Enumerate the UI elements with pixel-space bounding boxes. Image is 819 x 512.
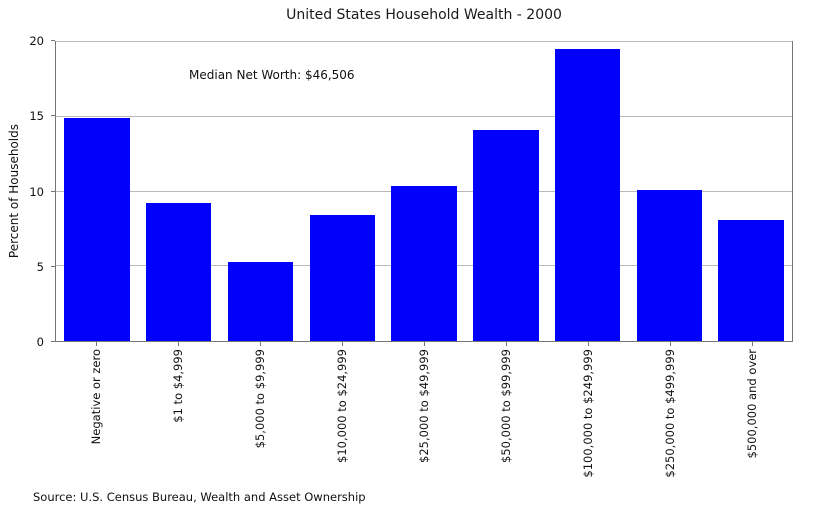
bar: [391, 185, 457, 341]
x-tick-label: $25,000 to $49,999: [417, 349, 431, 463]
x-tick-mark: [342, 342, 343, 346]
x-label-cell: $100,000 to $249,999: [547, 349, 629, 487]
y-tick-mark: [51, 190, 55, 192]
y-axis-ticks: 0 5 10 15 20: [0, 34, 55, 349]
y-tick-label: 15: [29, 109, 44, 124]
bar-slot: [220, 42, 302, 341]
x-tick-label: $500,000 and over: [745, 349, 759, 459]
x-tick-mark: [752, 342, 753, 346]
x-tick-mark: [260, 342, 261, 346]
x-label-cell: $5,000 to $9,999: [219, 349, 301, 487]
gridline: [56, 115, 792, 117]
bar-slot: [301, 42, 383, 341]
chart-title: United States Household Wealth - 2000: [286, 7, 562, 23]
bar: [145, 203, 212, 341]
bar-slot: [710, 42, 792, 341]
y-tick-label: 10: [29, 184, 44, 199]
y-tick-label: 0: [36, 335, 44, 349]
plot-area: Median Net Worth: $46,506: [55, 41, 793, 342]
bar-slot: [383, 42, 465, 341]
gridline: [56, 41, 792, 42]
bar-slot: [138, 42, 220, 341]
x-label-cell: Negative or zero: [55, 349, 137, 487]
x-label-cell: $10,000 to $24,999: [301, 349, 383, 487]
x-label-cell: $500,000 and over: [711, 349, 793, 487]
bar: [227, 261, 294, 341]
bar: [64, 118, 130, 341]
x-label-cell: $50,000 to $99,999: [465, 349, 547, 487]
x-tick-label: $5,000 to $9,999: [253, 349, 267, 449]
bar-slot: [56, 42, 138, 341]
x-tick-label: $50,000 to $99,999: [499, 349, 513, 463]
x-axis-tick-marks: [55, 342, 793, 346]
x-axis-labels: Negative or zero $1 to $4,999 $5,000 to $9…: [55, 349, 793, 487]
bar: [636, 190, 703, 341]
x-tick-label: $250,000 to $499,999: [663, 349, 677, 478]
median-net-worth-annotation: Median Net Worth: $46,506: [189, 68, 355, 82]
x-tick-mark: [588, 342, 589, 346]
y-tick-label: 5: [36, 259, 44, 274]
y-tick-mark: [51, 115, 55, 117]
bar-slot: [465, 42, 547, 341]
x-label-cell: $250,000 to $499,999: [629, 349, 711, 487]
y-tick-mark: [51, 40, 55, 41]
x-tick-label: $10,000 to $24,999: [335, 349, 349, 463]
x-label-cell: $1 to $4,999: [137, 349, 219, 487]
x-tick-mark: [424, 342, 425, 346]
x-tick-mark: [670, 342, 671, 346]
x-tick-label: $1 to $4,999: [171, 349, 185, 423]
bar-slot: [628, 42, 710, 341]
x-label-cell: $25,000 to $49,999: [383, 349, 465, 487]
x-tick-label: $100,000 to $249,999: [581, 349, 595, 478]
y-tick-mark: [51, 341, 55, 342]
y-tick-mark: [51, 265, 55, 267]
bar: [554, 49, 621, 341]
source-caption: Source: U.S. Census Bureau, Wealth and A…: [33, 490, 366, 504]
bar-slot: [547, 42, 629, 341]
bars: [56, 42, 792, 341]
bar: [309, 215, 375, 341]
x-tick-mark: [506, 342, 507, 346]
bar: [473, 130, 539, 341]
x-tick-label: Negative or zero: [89, 349, 103, 445]
y-tick-label: 20: [29, 34, 44, 48]
x-tick-mark: [96, 342, 97, 346]
x-tick-mark: [178, 342, 179, 346]
bar: [718, 219, 784, 341]
